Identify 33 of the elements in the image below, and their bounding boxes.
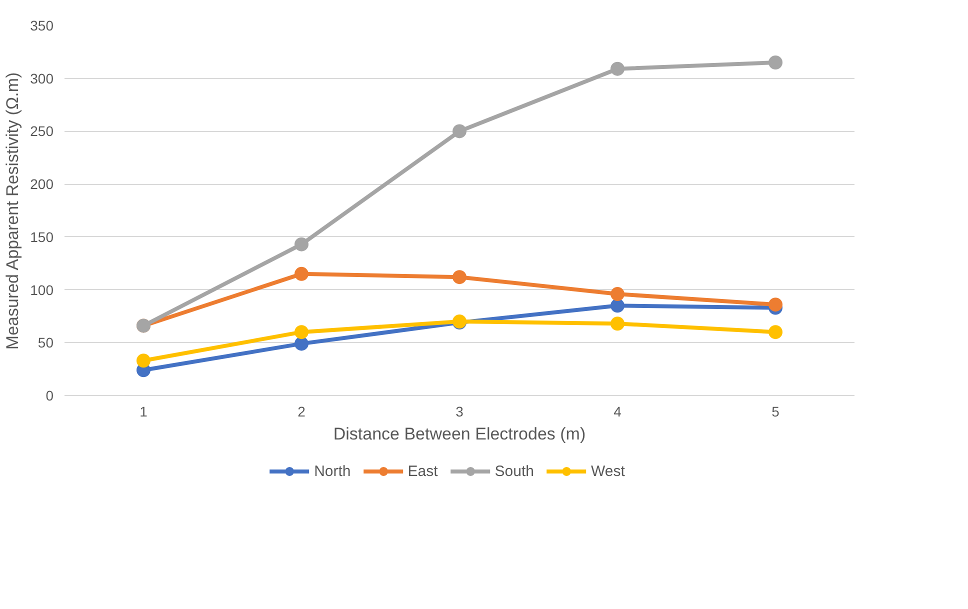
point: [768, 325, 782, 340]
x-tick-label: 2: [298, 404, 306, 420]
point: [610, 316, 624, 331]
legend-label: East: [408, 462, 438, 480]
x-tick-label: 1: [140, 404, 148, 420]
point: [136, 354, 150, 368]
point: [452, 124, 466, 138]
point: [294, 237, 308, 252]
point: [452, 270, 466, 284]
point: [294, 266, 308, 281]
point: [610, 62, 624, 76]
y-tick-label: 200: [30, 176, 54, 192]
y-tick-label: 350: [30, 18, 54, 34]
point: [610, 298, 624, 313]
y-tick-label: 250: [30, 123, 54, 140]
point: [768, 298, 782, 312]
y-tick-label: 300: [30, 70, 54, 86]
legend-label: South: [494, 462, 534, 480]
point: [294, 336, 308, 351]
point: [610, 287, 624, 301]
y-tick-label: 50: [38, 334, 54, 351]
point: [294, 325, 308, 340]
y-tick-label: 150: [30, 228, 54, 245]
y-tick-label: 0: [46, 388, 54, 404]
y-tick-label: 100: [30, 282, 54, 298]
legend-label: North: [314, 462, 351, 480]
legend-label: West: [591, 462, 625, 480]
x-tick-label: 4: [614, 404, 622, 420]
x-tick-label: 5: [772, 404, 780, 420]
point: [768, 56, 782, 70]
x-tick-label: 3: [456, 404, 464, 420]
x-axis-title: Distance Between Electrodes (m): [333, 424, 586, 444]
y-axis-title: Measured Apparent Resistivity (Ω.m): [3, 72, 22, 350]
